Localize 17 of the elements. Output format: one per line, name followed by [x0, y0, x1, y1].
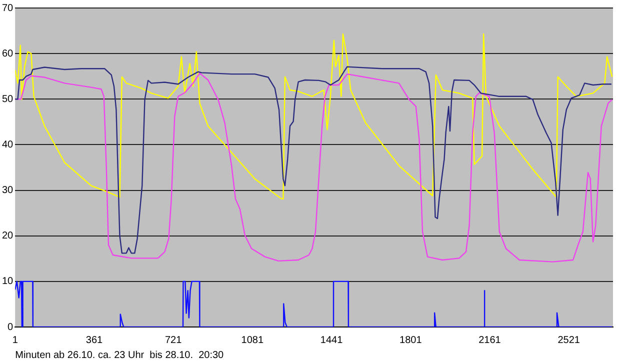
x-tick-label: 1441: [320, 334, 344, 346]
y-tick-label: 60: [2, 48, 14, 60]
x-axis-title: Minuten ab 26.10. ca. 23 Uhr bis 28.10. 20:30: [15, 350, 224, 361]
y-tick-label: 50: [2, 94, 14, 105]
x-tick-label: 2161: [478, 334, 502, 346]
x-tick-label: 1: [12, 334, 18, 346]
y-tick-label: 40: [2, 139, 14, 150]
y-tick-label: 0: [8, 322, 14, 333]
x-tick-label: 2521: [558, 334, 580, 346]
y-tick-label: 70: [2, 2, 14, 14]
x-tick-label: 361: [86, 334, 104, 346]
y-tick-label: 30: [2, 185, 14, 196]
x-tick-label: 1801: [400, 334, 422, 346]
y-tick-label: 10: [2, 276, 14, 288]
x-tick-label: 721: [164, 334, 182, 346]
y-tick-label: 20: [2, 230, 14, 242]
x-tick-label: 1081: [241, 334, 264, 346]
